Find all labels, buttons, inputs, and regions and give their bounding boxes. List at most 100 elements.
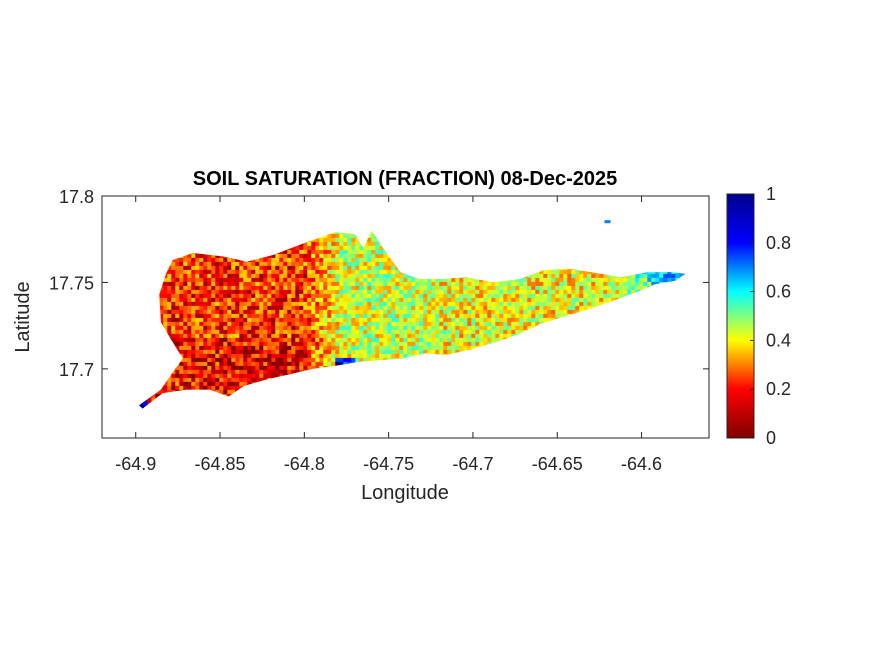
heatmap-cell: [491, 285, 496, 291]
heatmap-cell: [327, 289, 332, 295]
heatmap-cell: [527, 285, 532, 291]
heatmap-cell: [315, 357, 320, 363]
heatmap-cell: [287, 249, 292, 255]
heatmap-cell: [423, 313, 428, 319]
heatmap-cell: [207, 361, 212, 367]
heatmap-cell: [519, 285, 524, 291]
heatmap-cell: [523, 301, 528, 307]
heatmap-cell: [311, 337, 316, 343]
heatmap-cell: [335, 245, 340, 251]
heatmap-cell: [519, 305, 524, 311]
heatmap-cell: [419, 345, 424, 351]
heatmap-cell: [215, 297, 220, 303]
heatmap-cell: [455, 321, 460, 327]
heatmap-cell: [443, 285, 448, 291]
heatmap-cell: [299, 261, 304, 267]
heatmap-cell: [323, 269, 328, 275]
heatmap-cell: [435, 281, 440, 287]
heatmap-cell: [435, 341, 440, 347]
heatmap-cell: [207, 357, 212, 363]
heatmap-cell: [471, 333, 476, 339]
heatmap-cell: [227, 373, 232, 379]
heatmap-cell: [479, 329, 484, 335]
heatmap-cell: [223, 313, 228, 319]
heatmap-cell: [191, 385, 196, 391]
heatmap-cell: [511, 285, 516, 291]
heatmap-cell: [383, 277, 388, 283]
heatmap-cell: [191, 261, 196, 267]
heatmap-cell: [347, 257, 352, 263]
heatmap-cell: [295, 357, 300, 363]
heatmap-cell: [215, 309, 220, 315]
heatmap-cell: [263, 345, 268, 351]
heatmap-cell: [359, 329, 364, 335]
heatmap-cell: [419, 325, 424, 331]
heatmap-cell: [171, 377, 176, 383]
heatmap-cell: [431, 321, 436, 327]
heatmap-cell: [171, 261, 176, 267]
heatmap-cell: [267, 313, 272, 319]
heatmap-cell: [319, 241, 324, 247]
heatmap-cell: [351, 277, 356, 283]
heatmap-cell: [335, 309, 340, 315]
heatmap-cell: [355, 289, 360, 295]
heatmap-cell: [491, 337, 496, 343]
heatmap-cell: [251, 361, 256, 367]
heatmap-cell: [171, 333, 176, 339]
heatmap-cell: [259, 293, 264, 299]
heatmap-cell: [375, 341, 380, 347]
heatmap-cell: [195, 257, 200, 263]
heatmap-cell: [315, 313, 320, 319]
heatmap-cell: [339, 357, 344, 363]
heatmap-cell: [371, 345, 376, 351]
heatmap-cell: [299, 341, 304, 347]
heatmap-cell: [475, 305, 480, 311]
heatmap-cell: [479, 325, 484, 331]
heatmap-cell: [331, 357, 336, 363]
heatmap-cell: [391, 281, 396, 287]
heatmap-cell: [355, 293, 360, 299]
heatmap-cell: [255, 281, 260, 287]
heatmap-cell: [331, 317, 336, 323]
heatmap-cell: [291, 277, 296, 283]
heatmap-cell: [419, 333, 424, 339]
heatmap-cell: [195, 309, 200, 315]
heatmap-cell: [219, 285, 224, 291]
heatmap-cell: [315, 289, 320, 295]
heatmap-cell: [415, 321, 420, 327]
heatmap-cell: [383, 261, 388, 267]
heatmap-cell: [187, 269, 192, 275]
heatmap-cell: [359, 285, 364, 291]
heatmap-cell: [187, 381, 192, 387]
heatmap-cell: [287, 289, 292, 295]
heatmap-cell: [219, 317, 224, 323]
heatmap-cell: [319, 313, 324, 319]
heatmap-cell: [455, 329, 460, 335]
heatmap-cell: [319, 277, 324, 283]
heatmap-cell: [363, 241, 368, 247]
heatmap-cell: [379, 353, 384, 359]
heatmap-cell: [359, 297, 364, 303]
heatmap-cell: [371, 269, 376, 275]
heatmap-cell: [531, 285, 536, 291]
heatmap-cell: [515, 285, 520, 291]
heatmap-cell: [191, 269, 196, 275]
heatmap-cell: [459, 321, 464, 327]
heatmap-cell: [371, 297, 376, 303]
heatmap-cell: [515, 317, 520, 323]
heatmap-cell: [259, 309, 264, 315]
heatmap-cell: [175, 373, 180, 379]
heatmap-cell: [179, 377, 184, 383]
heatmap-cell: [215, 317, 220, 323]
heatmap-cell: [479, 333, 484, 339]
heatmap-cell: [267, 361, 272, 367]
heatmap-cell: [415, 329, 420, 335]
heatmap-cell: [231, 329, 236, 335]
heatmap-cell: [407, 345, 412, 351]
heatmap-cell: [407, 313, 412, 319]
heatmap-cell: [215, 329, 220, 335]
heatmap-cell: [343, 353, 348, 359]
heatmap-cell: [207, 273, 212, 279]
heatmap-cell: [491, 333, 496, 339]
heatmap-cell: [239, 381, 244, 387]
